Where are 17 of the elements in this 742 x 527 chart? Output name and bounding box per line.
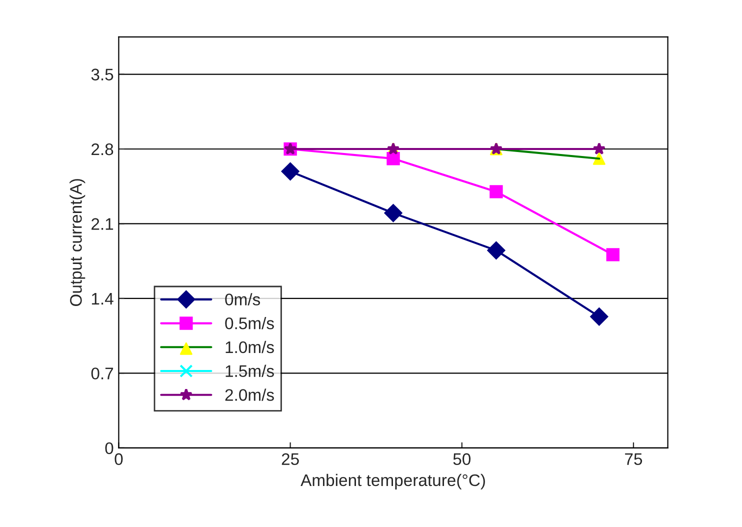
- y-tick-label: 2.1: [92, 218, 114, 230]
- x-axis-title: Ambient temperature(°C): [300, 474, 485, 490]
- y-tick-label: 1.4: [92, 293, 114, 305]
- y-tick-label: 0.7: [91, 368, 114, 380]
- y-axis-title: Output current(A): [70, 179, 86, 306]
- x-tick-label: 50: [453, 453, 471, 466]
- legend-label: 1.0m/s: [226, 340, 274, 354]
- y-tick-label: 0: [105, 442, 114, 454]
- y-tick-label: 3.5: [91, 68, 114, 80]
- legend-label: 0m/s: [225, 293, 260, 306]
- legend-label: 1.5m/s: [226, 364, 274, 378]
- x-tick-label: 75: [625, 453, 642, 466]
- x-tick-label: 25: [282, 453, 299, 466]
- y-tick-label: 2.8: [92, 143, 114, 156]
- x-tick-label: 0: [114, 453, 123, 466]
- legend-label: 0.5m/s: [225, 317, 274, 330]
- legend-label: 2.0m/s: [225, 388, 274, 401]
